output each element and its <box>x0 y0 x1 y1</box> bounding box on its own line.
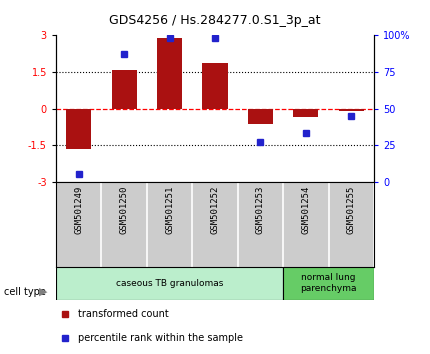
Bar <box>283 267 374 299</box>
Text: GDS4256 / Hs.284277.0.S1_3p_at: GDS4256 / Hs.284277.0.S1_3p_at <box>109 14 321 27</box>
Bar <box>112 69 137 109</box>
Text: ▶: ▶ <box>39 287 47 297</box>
Text: percentile rank within the sample: percentile rank within the sample <box>78 333 243 343</box>
Text: GSM501253: GSM501253 <box>256 186 265 234</box>
Text: GSM501250: GSM501250 <box>120 186 129 234</box>
Text: GSM501255: GSM501255 <box>347 186 356 234</box>
Text: caseous TB granulomas: caseous TB granulomas <box>116 279 223 287</box>
Text: normal lung
parenchyma: normal lung parenchyma <box>301 273 357 293</box>
Text: cell type: cell type <box>4 287 46 297</box>
Text: GSM501249: GSM501249 <box>74 186 83 234</box>
Bar <box>56 267 283 299</box>
Text: GSM501251: GSM501251 <box>165 186 174 234</box>
Bar <box>157 38 182 109</box>
Bar <box>339 109 364 111</box>
Text: GSM501254: GSM501254 <box>301 186 310 234</box>
Bar <box>203 63 227 109</box>
Bar <box>293 109 318 117</box>
Text: transformed count: transformed count <box>78 309 169 319</box>
Bar <box>248 109 273 124</box>
Bar <box>66 109 91 149</box>
Text: GSM501252: GSM501252 <box>211 186 219 234</box>
